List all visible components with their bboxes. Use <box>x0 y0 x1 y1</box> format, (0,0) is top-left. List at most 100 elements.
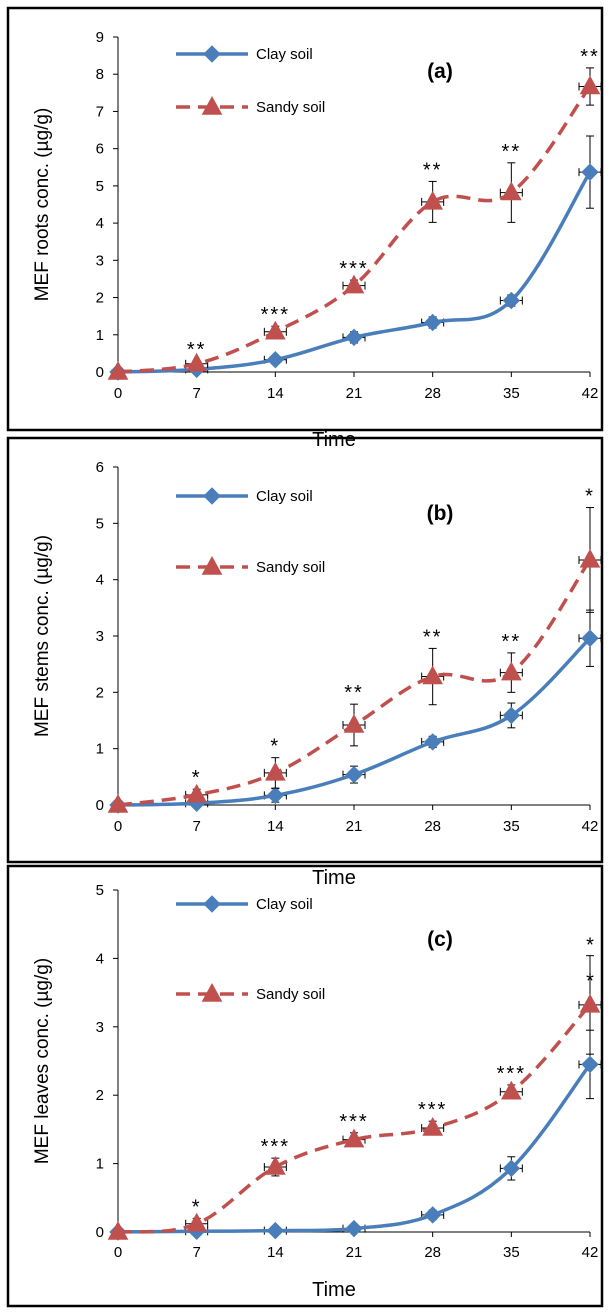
significance-label: *** <box>261 1136 290 1158</box>
y-tick-label: 9 <box>96 29 104 46</box>
data-point <box>579 548 601 568</box>
data-point <box>502 291 521 310</box>
data-point <box>186 783 208 803</box>
significance-label: ** <box>423 159 443 181</box>
data-point <box>186 352 208 372</box>
data-point <box>266 351 285 369</box>
legend-label: Clay soil <box>256 46 313 63</box>
x-tick-label: 42 <box>582 818 599 835</box>
x-tick-label: 0 <box>114 818 122 835</box>
legend-entry: Clay soil <box>176 487 313 505</box>
data-point <box>581 1055 599 1074</box>
x-tick-label: 21 <box>346 385 363 402</box>
y-axis-title: MEF leaves conc. (µg/g) <box>32 958 53 1164</box>
x-tick-label: 28 <box>424 1244 441 1261</box>
legend-marker <box>201 95 223 115</box>
y-tick-label: 6 <box>96 459 104 476</box>
significance-label: *** <box>339 1111 368 1133</box>
x-tick-label: 42 <box>582 385 599 402</box>
chart-panel-2: 0 1 2 3 4 5 6 0 7 14 21 28 35 42 Time MEF stems conc. (… <box>6 436 604 889</box>
data-point <box>107 360 129 380</box>
legend-marker <box>203 487 221 505</box>
y-tick-label: 3 <box>96 1019 104 1036</box>
data-point <box>422 190 444 210</box>
data-point <box>423 1206 442 1224</box>
significance-label: * <box>192 1196 202 1218</box>
significance-label: ** <box>344 682 364 704</box>
chart-panel-3: 0 1 2 3 4 5 0 7 14 21 28 35 42 Time MEF leaves conc. (… <box>6 864 604 1308</box>
y-tick-label: 8 <box>96 66 104 83</box>
legend-marker <box>203 895 221 913</box>
y-tick-label: 4 <box>96 572 104 589</box>
x-tick-label: 28 <box>424 818 441 835</box>
y-tick-label: 0 <box>96 1224 104 1241</box>
panel-label: (a) <box>427 60 453 83</box>
x-tick-label: 0 <box>114 1244 122 1261</box>
data-point <box>345 328 363 347</box>
legend-label: Sandy soil <box>256 99 325 116</box>
data-point <box>502 706 521 725</box>
data-point <box>266 1221 285 1240</box>
legend-label: Clay soil <box>256 488 313 505</box>
y-axis-title: MEF roots conc. (µg/g) <box>32 108 53 302</box>
series-clay-soil <box>109 609 602 814</box>
x-tick-label: 0 <box>114 385 122 402</box>
y-tick-label: 2 <box>96 684 104 701</box>
x-tick-label: 35 <box>503 1244 520 1261</box>
y-tick-label: 0 <box>96 364 104 381</box>
significance-label: * <box>270 736 280 758</box>
legend-label: Clay soil <box>256 896 313 913</box>
significance-label: ** <box>502 631 522 653</box>
y-tick-label: 2 <box>96 1087 104 1104</box>
significance-label: *** <box>261 304 290 326</box>
y-tick-label: 1 <box>96 1156 104 1173</box>
data-point <box>264 1155 286 1175</box>
legend-label: Sandy soil <box>256 986 325 1003</box>
panel-border <box>6 6 604 432</box>
significance-label: ** <box>580 46 600 68</box>
panel-border <box>6 436 604 864</box>
x-axis-title: Time <box>312 867 356 889</box>
data-point <box>264 761 286 781</box>
data-point <box>345 1219 363 1238</box>
x-tick-label: 21 <box>346 1244 363 1261</box>
data-point <box>423 313 442 332</box>
y-tick-label: 3 <box>96 252 104 269</box>
panel-label: (c) <box>427 928 453 951</box>
y-tick-label: 1 <box>96 741 104 758</box>
legend-entry: Clay soil <box>176 45 313 63</box>
legend-entry: Clay soil <box>176 895 313 913</box>
legend-label: Sandy soil <box>256 559 325 576</box>
significance-label: ** <box>187 339 207 361</box>
legend-marker <box>201 555 223 575</box>
data-point <box>264 320 286 340</box>
series-sandy-soil <box>107 507 602 813</box>
data-point <box>422 665 444 685</box>
x-axis-title: Time <box>312 1279 356 1301</box>
significance-label: * <box>586 935 594 957</box>
data-point <box>581 163 599 181</box>
x-tick-label: 35 <box>503 385 520 402</box>
data-point <box>343 1128 365 1148</box>
data-point <box>186 1212 208 1232</box>
x-tick-label: 7 <box>192 385 200 402</box>
legend-marker <box>201 982 223 1002</box>
significance-label: ** <box>502 141 522 163</box>
x-tick-label: 21 <box>346 818 363 835</box>
y-axis-title: MEF stems conc. (µg/g) <box>32 535 53 737</box>
significance-label: *** <box>339 258 368 280</box>
data-point <box>107 1220 129 1240</box>
data-point <box>500 661 522 681</box>
data-point <box>581 629 599 647</box>
y-tick-label: 4 <box>96 215 104 232</box>
y-tick-label: 4 <box>96 950 104 967</box>
series-sandy-soil <box>107 955 602 1240</box>
series-line <box>117 1063 592 1234</box>
y-tick-label: 2 <box>96 290 104 307</box>
y-tick-label: 5 <box>96 178 104 195</box>
y-tick-label: 1 <box>96 327 104 344</box>
series-sandy-soil <box>107 67 602 380</box>
chart-panel-1: 0 1 2 3 4 5 6 7 8 9 0 7 14 21 28 35 42 Time MEF roots conc… <box>6 6 604 451</box>
y-tick-label: 7 <box>96 103 104 120</box>
panel-border <box>6 864 604 1308</box>
